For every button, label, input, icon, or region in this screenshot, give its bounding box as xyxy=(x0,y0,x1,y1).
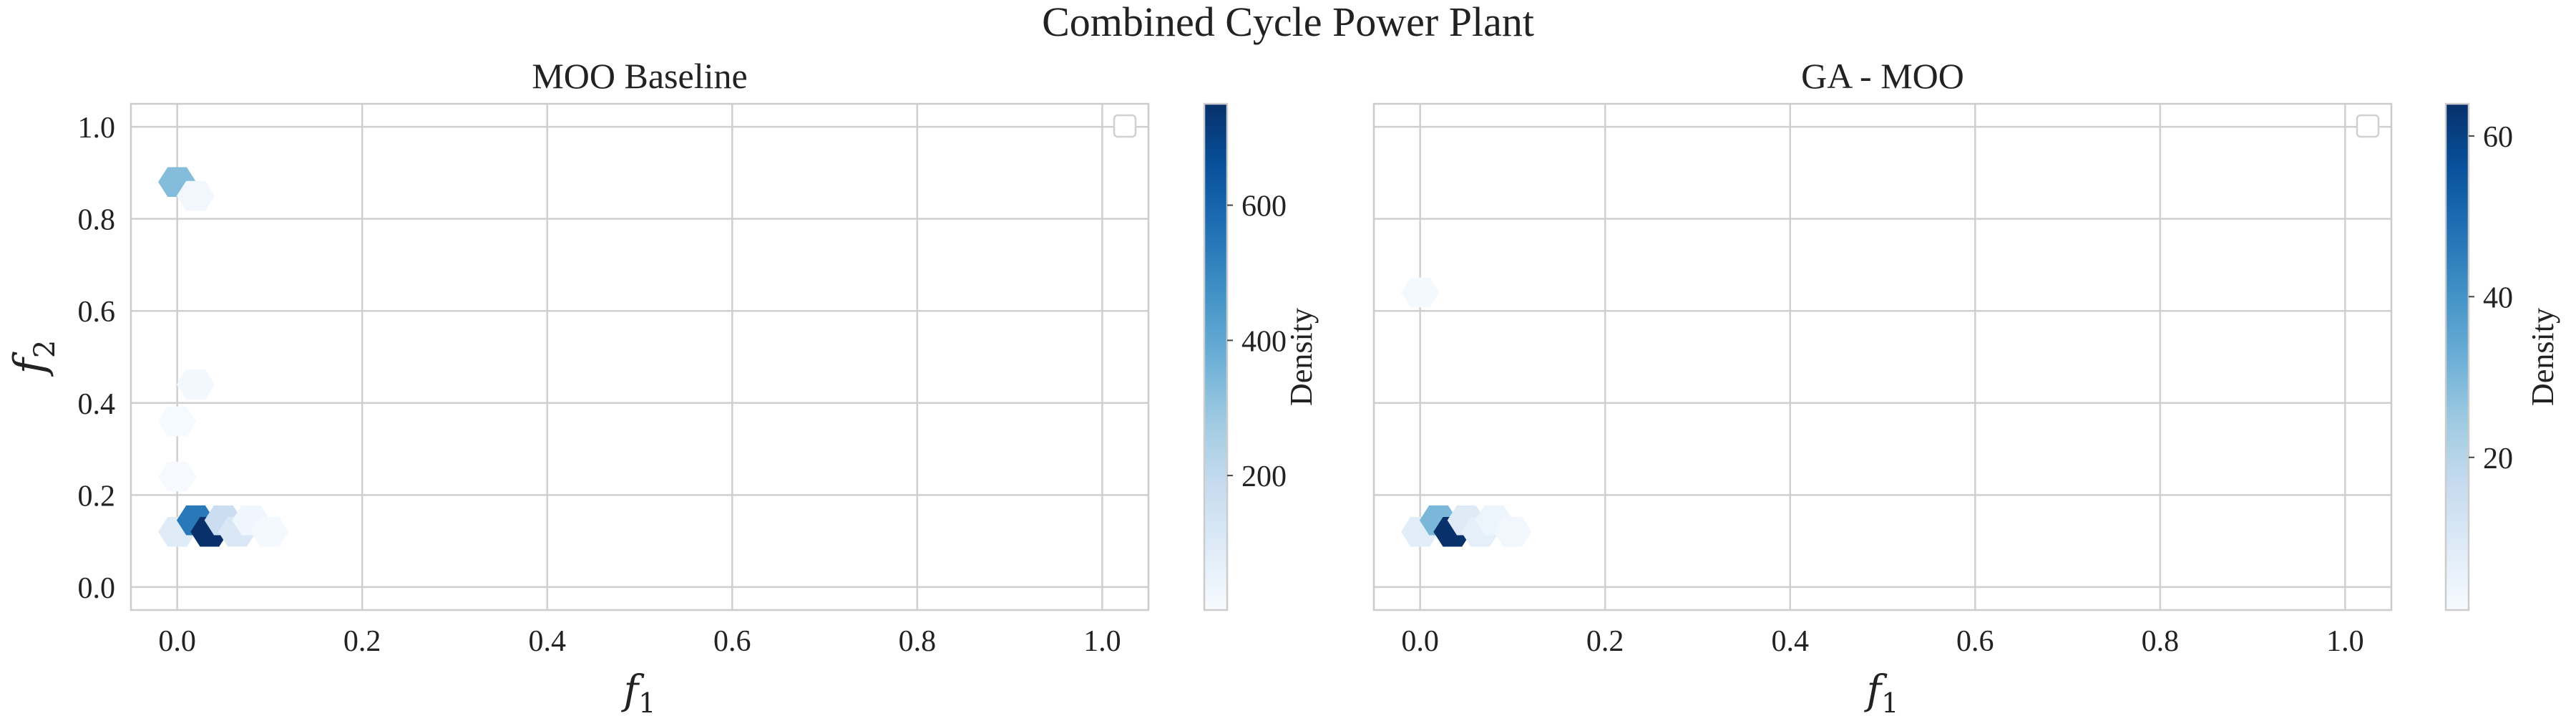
colorbar xyxy=(2444,102,2470,611)
hexbin-cell xyxy=(176,369,215,400)
colorbar-tick-label: 60 xyxy=(2483,121,2513,154)
y-tick-label: 0.4 xyxy=(78,388,116,421)
x-tick-label: 0.8 xyxy=(899,625,937,658)
x-tick-label: 1.0 xyxy=(2326,625,2364,658)
x-tick-label: 0.2 xyxy=(343,625,381,658)
legend-box xyxy=(2356,114,2380,138)
panel-ga-moo: GA - MOO 0.0 0.2 0.4 0.6 0.8 1.0 f1 20 40 60 Densit… xyxy=(1372,56,2560,716)
y-tick-label: 0.2 xyxy=(78,480,116,513)
x-tick-label: 0.6 xyxy=(713,625,751,658)
figure-suptitle: Combined Cycle Power Plant xyxy=(1042,0,1534,45)
colorbar-label: Density xyxy=(2525,308,2560,406)
colorbar xyxy=(1203,102,1229,611)
colorbar-label: Density xyxy=(1284,308,1319,406)
x-tick-label: 1.0 xyxy=(1083,625,1121,658)
axes-frame xyxy=(1372,102,2393,611)
x-tick-label: 0.4 xyxy=(528,625,566,658)
x-tick-label: 0.0 xyxy=(158,625,196,658)
x-axis-label: f1 xyxy=(621,667,656,716)
colorbar-tick-label: 200 xyxy=(1241,460,1287,493)
x-tick-label: 0.4 xyxy=(1771,625,1809,658)
hexbin-cell xyxy=(1401,277,1440,308)
axes-frame xyxy=(130,102,1150,611)
colorbar-tick-label: 40 xyxy=(2483,281,2513,314)
hexbin-cell xyxy=(250,516,289,547)
colorbar-tick-label: 20 xyxy=(2483,442,2513,475)
x-tick-label: 0.2 xyxy=(1586,625,1624,658)
y-tick-label: 1.0 xyxy=(78,112,116,145)
panel-title: GA - MOO xyxy=(1801,56,1964,96)
colorbar-tick-label: 400 xyxy=(1241,325,1287,358)
y-tick-label: 0.6 xyxy=(78,296,116,329)
legend-box xyxy=(1113,114,1137,138)
hexbin-cell xyxy=(158,461,197,492)
hexbin-cell xyxy=(176,180,215,211)
x-tick-label: 0.6 xyxy=(1956,625,1994,658)
y-tick-label: 0.8 xyxy=(78,204,116,237)
hexbin-cell xyxy=(1493,516,1532,547)
panel-title: MOO Baseline xyxy=(532,56,747,96)
hexbin-cell xyxy=(158,406,197,437)
y-tick-label: 0.0 xyxy=(78,572,116,605)
y-axis-label: f2 xyxy=(5,340,62,377)
x-tick-label: 0.8 xyxy=(2142,625,2180,658)
colorbar-tick-label: 600 xyxy=(1241,190,1287,223)
x-tick-label: 0.0 xyxy=(1401,625,1439,658)
x-axis-label: f1 xyxy=(1864,667,1899,716)
panel-moo-baseline: MOO Baseline 0.0 0.2 0.4 0.6 0.8 1.0 0.0 0.2 0.4 0… xyxy=(5,56,1319,716)
